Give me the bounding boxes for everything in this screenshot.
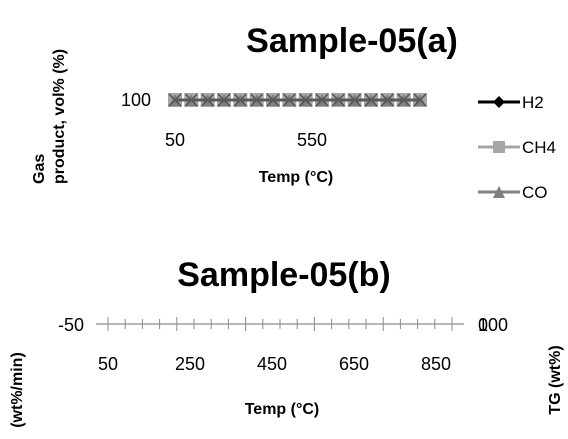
chart-b-y2-tick: 100: [478, 315, 508, 335]
chart-a-data-point: [397, 93, 411, 107]
chart-a-data-point: [380, 93, 394, 107]
chart-b-x-tick-labels: 50 250 450 650 850: [98, 354, 451, 374]
chart-b-title: Sample-05(b): [177, 256, 391, 294]
chart-b-y2-tick: 0: [478, 315, 488, 335]
chart-a-legend-marker: [493, 96, 505, 108]
chart-b-x-tick: 650: [339, 354, 369, 374]
chart-a-plot-area: [168, 93, 427, 107]
chart-a-data-point: [413, 93, 427, 107]
chart-a-title: Sample-05(a): [246, 22, 458, 60]
chart-a-data-point: [233, 93, 247, 107]
chart-a-legend-label: H2: [522, 93, 544, 112]
chart-a-legend-label: CO: [522, 183, 548, 202]
chart-b-x-tick: 850: [421, 354, 451, 374]
chart-a-x-axis-label: Temp (°C): [259, 169, 334, 186]
chart-b-x-tick: 250: [175, 354, 205, 374]
chart-a-data-point: [266, 93, 280, 107]
chart-a-data-point: [168, 93, 182, 107]
chart-a-legend-marker: [493, 186, 505, 198]
chart-a-x-tick: 50: [165, 130, 185, 150]
chart-b-x-tick: 50: [98, 354, 118, 374]
chart-a-data-point: [348, 93, 362, 107]
chart-a-y-tick: 100: [121, 90, 151, 110]
chart-a-data-point: [217, 93, 231, 107]
chart-a-data-point: [364, 93, 378, 107]
chart-a-legend: H2 CH4 CO: [478, 93, 556, 202]
chart-a-legend-label: CH4: [522, 138, 556, 157]
chart-a-y-axis-label: Gas: [31, 154, 48, 184]
chart-a-x-tick: 550: [297, 130, 327, 150]
chart-a-data-point: [282, 93, 296, 107]
chart-b-y-tick: -50: [58, 315, 84, 335]
chart-a-data-point: [331, 93, 345, 107]
chart-a-data-point: [201, 93, 215, 107]
chart-b-x-axis-label: Temp (°C): [245, 401, 320, 418]
chart-a-data-point: [315, 93, 329, 107]
chart-a-y-axis-label: product, vol% (%): [51, 49, 68, 184]
chart-a-data-point: [250, 93, 264, 107]
chart-b-y-axis-label: (wt%/min): [9, 352, 26, 428]
chart-a-data-point: [299, 93, 313, 107]
chart-b-x-tick: 450: [257, 354, 287, 374]
chart-a-data-point: [184, 93, 198, 107]
chart-b-y2-axis-label: TG (wt%): [547, 345, 564, 414]
chart-b-x-axis: [96, 317, 464, 331]
chart-a-legend-marker: [493, 141, 505, 153]
